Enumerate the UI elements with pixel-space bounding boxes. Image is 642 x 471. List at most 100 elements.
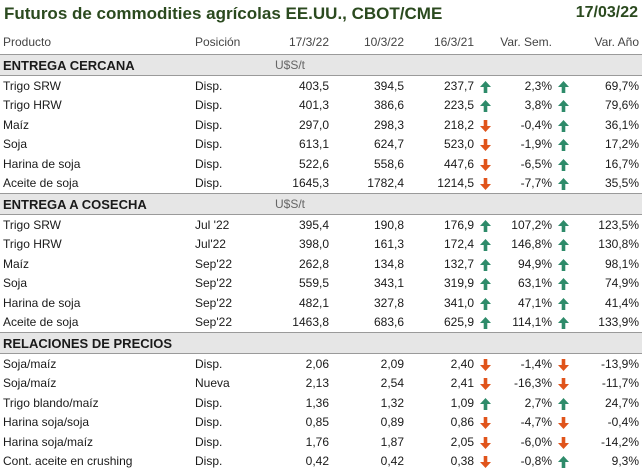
section-title: ENTREGA CERCANA xyxy=(0,55,272,76)
cell-16-3-21: 447,6 xyxy=(407,154,477,174)
cell-17-3-22: 1645,3 xyxy=(272,174,332,194)
cell-posicion: Disp. xyxy=(192,393,272,413)
cell-producto: Soja xyxy=(0,274,192,294)
arrow-up-icon xyxy=(557,259,569,271)
cell-16-3-21: 1214,5 xyxy=(407,174,477,194)
cell-producto: Harina de soja xyxy=(0,154,192,174)
arrow-down-icon xyxy=(479,159,491,171)
cell-10-3-22: 161,3 xyxy=(332,235,407,255)
cell-16-3-21: 218,2 xyxy=(407,115,477,135)
cell-producto: Aceite de soja xyxy=(0,174,192,194)
cell-17-3-22: 262,8 xyxy=(272,254,332,274)
cell-var-anio: -13,9% xyxy=(571,354,642,374)
section-unit: U$S/t xyxy=(272,55,407,76)
col-header-var-sem: Var. Sem. xyxy=(493,30,555,55)
cell-17-3-22: 522,6 xyxy=(272,154,332,174)
arrow-up-icon xyxy=(479,298,491,310)
cell-trend-sem xyxy=(477,174,493,194)
arrow-up-icon xyxy=(557,220,569,232)
cell-trend-sem xyxy=(477,115,493,135)
cell-posicion: Sep'22 xyxy=(192,293,272,313)
cell-trend-sem xyxy=(477,293,493,313)
cell-17-3-22: 2,13 xyxy=(272,374,332,394)
cell-trend-sem xyxy=(477,254,493,274)
cell-17-3-22: 1463,8 xyxy=(272,313,332,333)
arrow-up-icon xyxy=(479,259,491,271)
arrow-up-icon xyxy=(557,100,569,112)
arrow-up-icon xyxy=(479,81,491,93)
cell-trend-anio xyxy=(555,154,571,174)
cell-producto: Maíz xyxy=(0,115,192,135)
cell-trend-anio xyxy=(555,413,571,433)
cell-posicion: Jul'22 xyxy=(192,235,272,255)
cell-producto: Aceite de soja xyxy=(0,313,192,333)
cell-var-sem: 63,1% xyxy=(493,274,555,294)
cell-var-sem: -6,0% xyxy=(493,432,555,452)
cell-posicion: Disp. xyxy=(192,452,272,471)
cell-var-sem: 3,8% xyxy=(493,96,555,116)
cell-var-anio: -11,7% xyxy=(571,374,642,394)
cell-17-3-22: 0,85 xyxy=(272,413,332,433)
title-bar: Futuros de commodities agrícolas EE.UU.,… xyxy=(0,0,642,28)
cell-var-anio: 74,9% xyxy=(571,274,642,294)
arrow-up-icon xyxy=(557,178,569,190)
cell-posicion: Jul '22 xyxy=(192,215,272,235)
cell-posicion: Sep'22 xyxy=(192,274,272,294)
cell-17-3-22: 613,1 xyxy=(272,135,332,155)
cell-posicion: Disp. xyxy=(192,115,272,135)
cell-16-3-21: 319,9 xyxy=(407,274,477,294)
cell-trend-sem xyxy=(477,413,493,433)
cell-10-3-22: 327,8 xyxy=(332,293,407,313)
section-title: ENTREGA A COSECHA xyxy=(0,194,272,215)
cell-10-3-22: 134,8 xyxy=(332,254,407,274)
cell-10-3-22: 1,87 xyxy=(332,432,407,452)
cell-trend-sem xyxy=(477,96,493,116)
arrow-up-icon xyxy=(557,159,569,171)
cell-10-3-22: 683,6 xyxy=(332,313,407,333)
cell-17-3-22: 297,0 xyxy=(272,115,332,135)
cell-17-3-22: 401,3 xyxy=(272,96,332,116)
cell-trend-anio xyxy=(555,96,571,116)
cell-trend-sem xyxy=(477,313,493,333)
cell-posicion: Disp. xyxy=(192,154,272,174)
cell-producto: Harina soja/soja xyxy=(0,413,192,433)
cell-producto: Soja xyxy=(0,135,192,155)
report-date: 17/03/22 xyxy=(576,4,638,22)
cell-posicion: Disp. xyxy=(192,413,272,433)
cell-trend-sem xyxy=(477,154,493,174)
cell-var-sem: 2,7% xyxy=(493,393,555,413)
arrow-down-icon xyxy=(479,178,491,190)
cell-trend-anio xyxy=(555,174,571,194)
cell-10-3-22: 394,5 xyxy=(332,76,407,96)
arrow-up-icon xyxy=(557,81,569,93)
arrow-down-icon xyxy=(479,139,491,151)
cell-10-3-22: 1782,4 xyxy=(332,174,407,194)
cell-16-3-21: 625,9 xyxy=(407,313,477,333)
col-header-var-anio: Var. Año xyxy=(571,30,642,55)
cell-var-sem: -0,4% xyxy=(493,115,555,135)
cell-trend-anio xyxy=(555,215,571,235)
cell-17-3-22: 559,5 xyxy=(272,274,332,294)
cell-var-anio: 98,1% xyxy=(571,254,642,274)
cell-trend-sem xyxy=(477,393,493,413)
arrow-up-icon xyxy=(557,398,569,410)
cell-posicion: Disp. xyxy=(192,432,272,452)
arrow-down-icon xyxy=(557,359,569,371)
cell-trend-sem xyxy=(477,274,493,294)
cell-trend-anio xyxy=(555,354,571,374)
cell-var-sem: -0,8% xyxy=(493,452,555,471)
cell-16-3-21: 237,7 xyxy=(407,76,477,96)
arrow-down-icon xyxy=(479,378,491,390)
cell-var-anio: 16,7% xyxy=(571,154,642,174)
section-title: RELACIONES DE PRECIOS xyxy=(0,333,272,354)
cell-10-3-22: 0,89 xyxy=(332,413,407,433)
